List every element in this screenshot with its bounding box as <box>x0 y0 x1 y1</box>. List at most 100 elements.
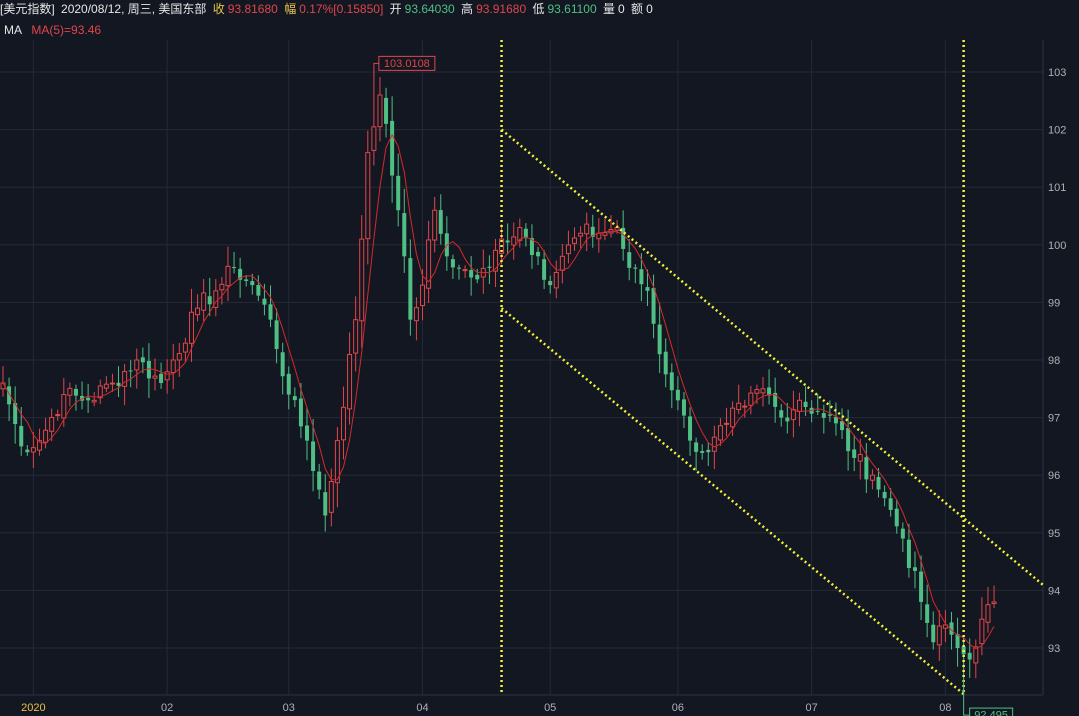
candle-body-down <box>402 213 407 257</box>
candle-body-up <box>201 292 207 311</box>
candle-body-up <box>572 237 578 244</box>
change-label: 幅 <box>284 2 297 16</box>
candle-body-down <box>384 97 389 124</box>
candle-body-down <box>450 259 455 268</box>
candle-body-down <box>323 492 328 516</box>
candle-body-up <box>869 474 875 481</box>
candle-body-up <box>760 388 766 394</box>
volume-value: 0 <box>618 2 625 16</box>
candle-body-up <box>188 311 194 344</box>
candle-body-up <box>182 342 188 353</box>
candle-body-up <box>559 255 565 271</box>
candle-body-up <box>748 392 754 406</box>
candle-body-down <box>694 442 699 452</box>
candle-body-up <box>942 624 948 629</box>
candle-body-down <box>706 449 711 453</box>
min-marker-box <box>969 707 1014 716</box>
candle-body-up <box>973 646 979 664</box>
low-label: 低 <box>532 2 545 16</box>
candle-body-down <box>280 352 285 377</box>
candle-body-down <box>7 386 12 405</box>
high-label: 高 <box>461 2 474 16</box>
candle-body-down <box>919 571 924 602</box>
candle-body-down <box>475 274 480 280</box>
candle-body-up <box>36 440 42 451</box>
ma5-value: MA(5)=93.46 <box>31 23 102 37</box>
candle-body-down <box>639 269 644 285</box>
candle-body-down <box>73 388 78 396</box>
candle-body-up <box>717 425 723 441</box>
candle-body-up <box>134 359 140 371</box>
channel-lower-line <box>500 307 965 696</box>
candle-body-down <box>523 228 528 239</box>
candle-body-up <box>426 239 432 289</box>
max-marker-leader <box>373 62 379 72</box>
candle-body-down <box>767 387 772 396</box>
candle-body-down <box>262 298 267 305</box>
candle-body-up <box>195 307 201 316</box>
amount-value: 0 <box>646 2 653 16</box>
candle-body-up <box>91 399 97 403</box>
symbol-name: [美元指数] <box>0 2 55 16</box>
min-marker-leader <box>963 677 970 716</box>
low-value: 93.61100 <box>547 2 597 16</box>
min-marker-label: 92.495 <box>974 710 1008 716</box>
candle-body-up <box>359 238 365 322</box>
candle-body-down <box>408 258 413 320</box>
price-tick-label: 100 <box>1048 240 1066 252</box>
candle-body-down <box>438 210 443 234</box>
candle-body-up <box>724 422 730 425</box>
candle-body-down <box>663 351 668 375</box>
ma-indicator-bar: MA MA(5)=93.46 <box>0 21 107 39</box>
candles-group <box>0 71 997 679</box>
time-tick-label: 07 <box>806 702 818 714</box>
candle-body-down <box>317 471 322 490</box>
channel-upper-line <box>500 128 1044 586</box>
candle-body-up <box>43 429 49 443</box>
candle-body-down <box>238 268 243 280</box>
candle-body-down <box>542 259 547 280</box>
ma-label[interactable]: MA <box>4 23 22 37</box>
candle-body-down <box>548 281 553 286</box>
price-tick-label: 95 <box>1048 528 1060 540</box>
candle-body-up <box>736 402 742 411</box>
candle-body-up <box>985 604 991 623</box>
price-tick-label: 96 <box>1048 470 1060 482</box>
change-abs-value: [0.15850] <box>333 2 384 16</box>
candle-body-up <box>328 480 334 513</box>
candle-body-up <box>97 385 103 399</box>
candle-body-down <box>882 491 887 499</box>
candle-body-up <box>462 269 468 272</box>
price-tick-label: 99 <box>1048 297 1060 309</box>
candle-body-down <box>967 652 972 660</box>
candle-body-down <box>633 267 638 269</box>
candle-body-down <box>688 416 693 441</box>
candle-body-down <box>888 498 893 510</box>
candle-body-down <box>675 389 680 401</box>
price-tick-label: 97 <box>1048 413 1060 425</box>
candle-body-up <box>170 359 176 374</box>
candle-body-up <box>742 405 748 408</box>
close-value: 93.81680 <box>227 2 278 16</box>
candle-body-up <box>517 227 523 241</box>
candle-body-up <box>857 453 863 462</box>
open-value: 93.64030 <box>404 2 455 16</box>
candle-body-down <box>159 373 164 384</box>
candle-body-up <box>152 375 158 379</box>
candle-body-down <box>833 416 838 424</box>
candle-body-down <box>651 287 656 324</box>
candle-body-down <box>894 508 899 527</box>
candle-body-up <box>420 284 426 306</box>
candle-body-down <box>773 392 778 407</box>
max-marker-box <box>378 55 436 71</box>
candle-body-up <box>432 209 438 241</box>
candle-body-down <box>925 604 930 623</box>
candle-body-down <box>815 410 820 412</box>
candle-body-down <box>457 267 461 269</box>
candle-body-down <box>25 449 30 453</box>
candle-body-down <box>128 370 133 372</box>
candle-body-up <box>176 353 182 361</box>
candle-body-down <box>146 360 151 379</box>
